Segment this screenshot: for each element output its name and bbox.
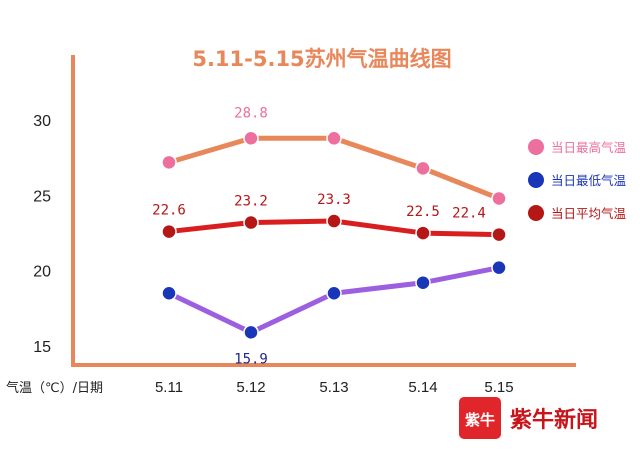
axis-label: 气温（℃）/日期	[6, 380, 103, 396]
x-tick-label: 5.11	[155, 379, 183, 396]
brand-logo-box	[459, 397, 501, 439]
legend-label: 当日最低气温	[551, 173, 627, 188]
chart-title: 5.11-5.15苏州气温曲线图	[192, 47, 451, 71]
data-label: 28.8	[234, 105, 268, 121]
x-tick-label: 5.14	[408, 379, 437, 396]
legend-marker	[528, 139, 544, 155]
series-line	[166, 135, 502, 201]
data-point	[326, 213, 342, 229]
y-tick-label: 20	[33, 264, 51, 281]
data-point	[243, 130, 259, 147]
data-point	[326, 285, 342, 301]
data-point	[161, 285, 177, 301]
data-point	[491, 226, 507, 243]
data-point	[415, 160, 431, 177]
legend-marker	[528, 172, 544, 188]
data-point	[415, 225, 431, 241]
brand-watermark: 紫牛 紫牛新闻	[459, 397, 598, 439]
series-lines	[166, 135, 502, 335]
data-point	[243, 324, 259, 341]
data-point	[161, 154, 177, 171]
data-label: 22.6	[152, 203, 186, 219]
brand-logo-text: 紫牛	[465, 411, 495, 429]
x-tick-label: 5.13	[319, 379, 348, 396]
data-point	[243, 214, 259, 231]
data-label: 23.3	[317, 192, 351, 208]
x-tick-label: 5.15	[484, 379, 513, 396]
data-label: 23.2	[234, 194, 268, 210]
data-point	[415, 274, 431, 291]
data-point	[326, 130, 342, 147]
data-label: 22.4	[452, 206, 486, 222]
data-label: 22.5	[406, 204, 440, 220]
y-tick-label: 25	[33, 188, 51, 205]
y-tick-labels: 15 20 25 30	[33, 113, 51, 356]
data-point	[161, 223, 177, 240]
data-labels: 28.8 15.9 22.6 23.2 23.3 22.5 22.4	[152, 105, 486, 367]
x-tick-labels: 5.11 5.12 5.13 5.14 5.15	[155, 379, 514, 396]
legend-marker	[528, 205, 544, 221]
y-tick-label: 15	[33, 339, 51, 356]
legend-label: 当日最高气温	[551, 140, 627, 155]
data-label: 15.9	[234, 351, 268, 367]
data-point	[491, 190, 507, 207]
data-point	[491, 259, 507, 276]
x-tick-label: 5.12	[236, 379, 265, 396]
legend-label: 当日平均气温	[551, 206, 627, 221]
brand-name: 紫牛新闻	[510, 407, 598, 433]
series-markers	[161, 130, 507, 341]
y-tick-label: 30	[33, 113, 51, 130]
